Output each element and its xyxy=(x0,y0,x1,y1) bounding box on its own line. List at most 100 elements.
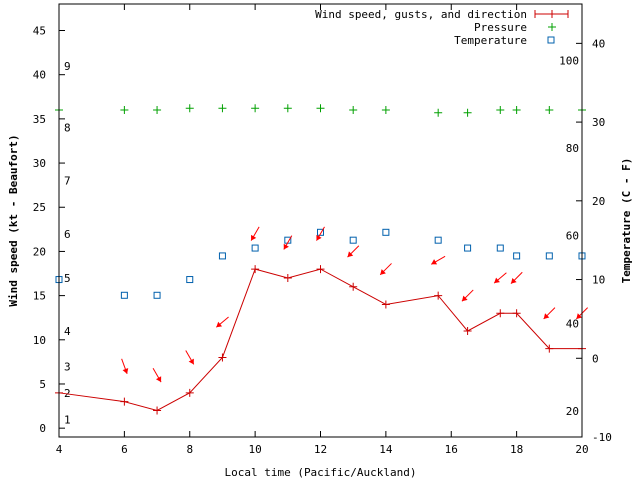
y-right-tick-label: 20 xyxy=(592,195,605,208)
pressure-point xyxy=(463,108,472,117)
y-right-tick-label: 0 xyxy=(592,352,599,365)
wind-arrow-head xyxy=(188,358,194,365)
pressure-point xyxy=(283,104,292,113)
x-tick-label: 20 xyxy=(575,443,588,456)
beaufort-label: 5 xyxy=(64,272,71,285)
temperature-point xyxy=(317,228,324,236)
y-axis-label-left: Wind speed (kt - Beaufort) xyxy=(7,134,20,306)
pressure-point xyxy=(512,106,521,115)
wind-arrow-head xyxy=(510,277,517,284)
wind-speed-point xyxy=(434,291,443,300)
temperature-point xyxy=(186,276,194,284)
y-left-tick-label: 35 xyxy=(33,113,46,126)
wind-speed-point xyxy=(283,273,292,282)
temperature-point xyxy=(382,228,390,236)
temperature-point xyxy=(251,244,259,252)
y-left-tick-label: 10 xyxy=(33,334,46,347)
x-tick-label: 18 xyxy=(510,443,523,456)
legend-sample-pressure xyxy=(548,23,556,31)
pressure-point xyxy=(316,104,325,113)
y-left-tick-label: 20 xyxy=(33,245,46,258)
beaufort-label: 4 xyxy=(64,325,71,338)
wind-arrow-head xyxy=(461,295,468,302)
temperature-point xyxy=(349,236,357,244)
wind-arrow-head xyxy=(122,368,129,374)
temperature-point xyxy=(464,244,472,252)
temperature-point xyxy=(218,252,226,260)
x-tick-label: 14 xyxy=(379,443,393,456)
temperature-point xyxy=(496,244,504,252)
data-layer xyxy=(55,104,589,415)
x-tick-label: 10 xyxy=(249,443,262,456)
wind-arrow-head xyxy=(316,234,322,241)
plot-frame xyxy=(58,3,583,438)
fahrenheit-label: 100 xyxy=(559,55,579,68)
beaufort-label: 2 xyxy=(64,387,71,400)
pressure-point xyxy=(251,104,260,113)
fahrenheit-label: 80 xyxy=(566,142,579,155)
wind-arrow-head xyxy=(283,243,289,250)
beaufort-label: 8 xyxy=(64,122,71,135)
wind-direction-arrow xyxy=(347,245,360,258)
y-left-tick-label: 45 xyxy=(33,25,46,38)
pressure-point xyxy=(218,104,227,113)
y-axis-label-right: Temperature (C - F) xyxy=(620,158,633,284)
beaufort-label: 9 xyxy=(64,60,71,73)
wind-direction-arrow xyxy=(510,271,523,284)
wind-speed-line xyxy=(58,268,582,412)
tick-layer: 4 6 8 10 12 14 16 18 200510152025303540451234567… xyxy=(33,4,612,456)
pressure-point xyxy=(120,106,129,115)
fahrenheit-label: 20 xyxy=(566,405,579,418)
wind-speed-point xyxy=(120,397,129,406)
beaufort-label: 1 xyxy=(64,413,71,426)
wind-arrow-head xyxy=(576,313,582,319)
temperature-point xyxy=(120,291,128,299)
y-right-tick-label: -10 xyxy=(592,431,612,444)
wind-arrow-head xyxy=(347,251,354,258)
wind-direction-arrow xyxy=(152,367,162,383)
fahrenheit-label: 60 xyxy=(566,229,579,242)
wind-arrow-head xyxy=(494,277,500,284)
pressure-point xyxy=(545,106,554,115)
wind-speed-point xyxy=(512,309,521,318)
x-tick-label: 16 xyxy=(445,443,458,456)
wind-arrow-head xyxy=(216,321,223,328)
wind-arrow-head xyxy=(251,234,257,241)
temperature-point xyxy=(545,252,553,260)
y-right-tick-label: 30 xyxy=(592,116,605,129)
temperature-point xyxy=(434,236,442,244)
wind-direction-arrow xyxy=(461,289,474,302)
x-tick-label: 8 xyxy=(186,443,193,456)
pressure-point xyxy=(349,106,358,115)
legend-sample-temperature xyxy=(547,36,555,44)
y-left-tick-label: 5 xyxy=(39,378,46,391)
y-left-tick-label: 40 xyxy=(33,69,46,82)
pressure-point xyxy=(185,104,194,113)
pressure-point xyxy=(434,108,443,117)
y-left-tick-label: 25 xyxy=(33,201,46,214)
temperature-point xyxy=(513,252,521,260)
wind-speed-point xyxy=(496,309,505,318)
wind-arrow-head xyxy=(155,376,162,383)
y-right-tick-label: 40 xyxy=(592,37,605,50)
wind-speed-point xyxy=(153,406,162,415)
fahrenheit-label: 40 xyxy=(566,318,579,331)
wind-direction-arrow xyxy=(430,255,446,265)
wind-direction-arrow xyxy=(250,226,260,241)
wind-speed-point xyxy=(545,344,554,353)
wind-direction-arrow xyxy=(185,350,195,365)
wind-direction-arrow xyxy=(316,226,325,241)
legend-sample-wind-marker xyxy=(534,10,569,18)
y-right-tick-label: 10 xyxy=(592,274,605,287)
pressure-point xyxy=(381,106,390,115)
y-left-tick-label: 15 xyxy=(33,290,46,303)
legend-label-pressure: Pressure xyxy=(474,21,527,34)
wind-speed-point xyxy=(349,282,358,291)
wind-speed-point xyxy=(463,326,472,335)
wind-direction-arrow xyxy=(493,272,507,284)
wind-speed-point xyxy=(316,265,325,274)
wind-speed-point xyxy=(251,265,260,274)
x-tick-label: 4 xyxy=(56,443,63,456)
wind-arrow-head xyxy=(431,259,438,265)
